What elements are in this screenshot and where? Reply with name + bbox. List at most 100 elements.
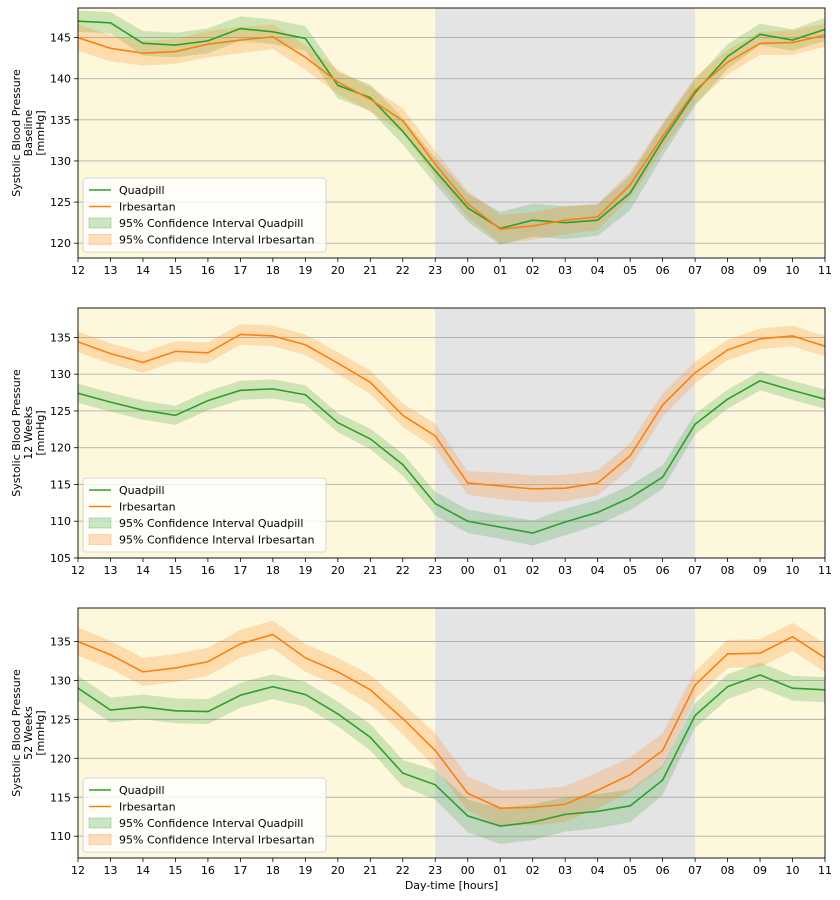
data-point-irbesartan: [564, 803, 566, 806]
x-tick-label: 20: [331, 564, 345, 577]
data-point-quadpill: [337, 84, 339, 87]
data-point-quadpill: [369, 96, 372, 99]
y-axis-label: Systolic Blood Pressure12 Weeks[mmHg]: [10, 369, 47, 497]
x-tick-label: 04: [591, 864, 605, 877]
legend-patch-95-confidence-interval-irbesartan: [88, 834, 112, 845]
data-point-quadpill: [109, 401, 112, 403]
x-tick-label: 11: [818, 564, 832, 577]
data-point-irbesartan: [694, 371, 696, 374]
x-tick-label: 19: [298, 564, 312, 577]
x-tick-label: 01: [493, 564, 507, 577]
y-tick-label: 130: [50, 155, 71, 168]
x-tick-label: 23: [428, 264, 442, 277]
legend: Quadpill Irbesartan 95% Confidence Interva…: [82, 477, 327, 553]
x-tick-label: 13: [103, 864, 117, 877]
data-point-quadpill: [629, 192, 631, 194]
x-tick-label: 03: [558, 564, 572, 577]
data-point-quadpill: [531, 532, 534, 534]
y-tick-label: 130: [50, 368, 71, 381]
y-axis-label: Systolic Blood PressureBaseline[mmHg]: [10, 69, 47, 197]
x-tick-label: 00: [461, 564, 475, 577]
legend-label: Irbesartan: [119, 501, 176, 514]
data-point-irbesartan: [564, 487, 566, 489]
night-shading: [435, 308, 696, 558]
data-point-irbesartan: [791, 41, 794, 44]
data-point-quadpill: [564, 813, 566, 816]
data-point-quadpill: [174, 44, 177, 46]
data-point-quadpill: [531, 821, 534, 823]
data-point-quadpill: [726, 685, 729, 688]
data-point-quadpill: [304, 393, 307, 396]
x-tick-label: 05: [623, 264, 637, 277]
plot-area: [78, 324, 825, 546]
data-point-quadpill: [174, 414, 177, 417]
data-point-irbesartan: [369, 98, 372, 101]
x-tick-label: 22: [396, 564, 410, 577]
data-point-irbesartan: [239, 39, 242, 41]
y-tick-label: 125: [50, 405, 71, 418]
x-tick-label: 04: [591, 264, 605, 277]
x-tick-label: 16: [201, 264, 215, 277]
x-tick-label: 23: [428, 864, 442, 877]
data-point-quadpill: [694, 423, 696, 425]
data-point-irbesartan: [337, 362, 339, 364]
data-point-irbesartan: [239, 333, 242, 336]
y-tick-label: 135: [50, 114, 71, 127]
x-tick-label: 07: [688, 864, 702, 877]
x-tick-label: 19: [298, 864, 312, 877]
x-tick-label: 06: [656, 564, 670, 577]
data-point-irbesartan: [304, 56, 307, 59]
x-tick-label: 05: [623, 864, 637, 877]
data-point-irbesartan: [401, 414, 404, 417]
data-point-quadpill: [791, 687, 794, 690]
data-point-quadpill: [466, 207, 469, 209]
plot-area: [78, 620, 825, 844]
x-tick-label: 06: [656, 864, 670, 877]
data-point-quadpill: [434, 170, 437, 172]
y-tick-label: 135: [50, 331, 71, 344]
y-tick-label: 120: [50, 237, 71, 250]
legend-patch-95-confidence-interval-quadpill: [88, 517, 112, 529]
panel-2: 105 110 115 120 125 130 135 12 13 14 15 16 17 18 19 20 2…: [10, 307, 832, 577]
data-point-irbesartan: [759, 42, 761, 45]
data-point-quadpill: [629, 805, 631, 807]
legend-patch-95-confidence-interval-quadpill: [88, 817, 112, 829]
x-tick-label: 20: [331, 264, 345, 277]
x-tick-label: 02: [526, 864, 540, 877]
x-tick-label: 11: [818, 264, 832, 277]
data-point-irbesartan: [759, 652, 761, 654]
data-point-irbesartan: [531, 225, 534, 227]
axes-frame: [77, 307, 826, 559]
data-point-irbesartan: [564, 219, 566, 221]
x-tick-label: 13: [103, 564, 117, 577]
y-axis-label-line: Systolic Blood Pressure: [10, 369, 23, 497]
x-tick-label: 10: [786, 264, 800, 277]
legend-label: 95% Confidence Interval Irbesartan: [119, 534, 314, 547]
data-point-quadpill: [304, 37, 307, 40]
data-point-irbesartan: [531, 488, 534, 490]
data-point-irbesartan: [304, 343, 307, 346]
data-point-quadpill: [661, 476, 664, 478]
y-tick-label: 120: [50, 442, 71, 455]
data-point-quadpill: [759, 33, 761, 36]
legend-label: 95% Confidence Interval Quadpill: [119, 217, 303, 230]
data-point-irbesartan: [596, 482, 599, 484]
y-tick-label: 120: [50, 752, 71, 765]
legend-label: Quadpill: [119, 484, 165, 497]
x-tick-label: 10: [786, 864, 800, 877]
series-line-irbesartan: [78, 34, 825, 231]
series-line-quadpill: [78, 20, 825, 230]
data-point-quadpill: [434, 502, 437, 505]
night-shading: [435, 8, 696, 258]
y-tick-label: 140: [50, 73, 71, 86]
x-tick-label: 03: [558, 264, 572, 277]
x-tick-label: 16: [201, 864, 215, 877]
legend-label: 95% Confidence Interval Irbesartan: [119, 234, 314, 247]
data-point-quadpill: [401, 463, 404, 466]
y-axis-label-line: 52 Weeks: [22, 706, 35, 760]
data-point-quadpill: [694, 91, 696, 94]
y-tick-label: 125: [50, 713, 71, 726]
x-tick-label: 18: [266, 264, 280, 277]
data-point-quadpill: [174, 710, 177, 712]
data-point-quadpill: [369, 438, 372, 440]
